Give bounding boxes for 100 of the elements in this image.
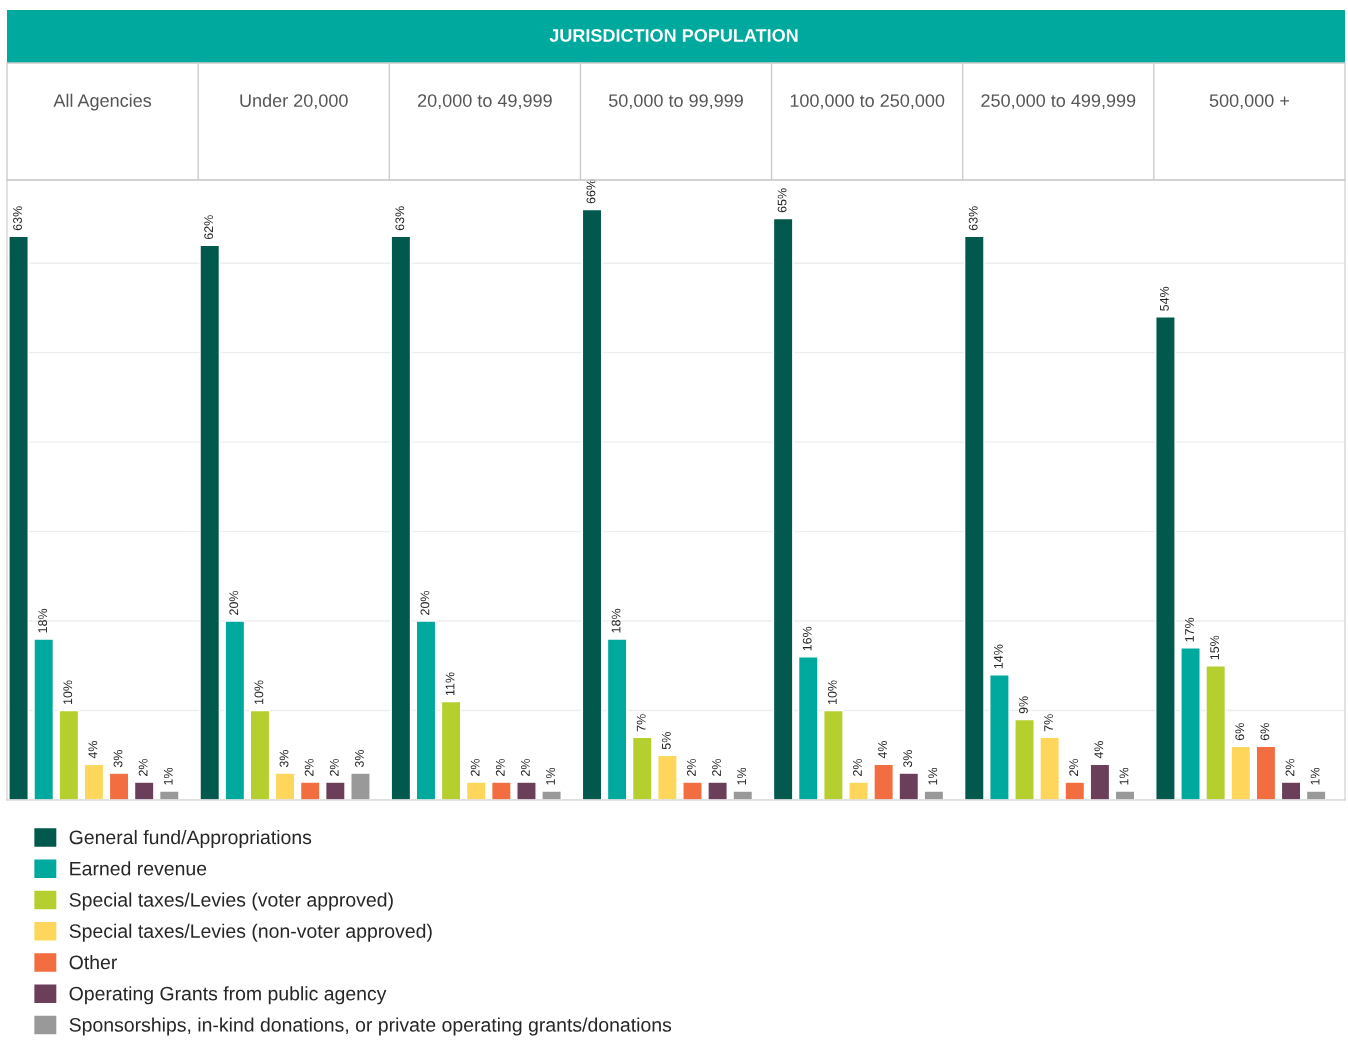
data-label: 2% xyxy=(329,758,339,776)
bar xyxy=(158,790,180,800)
bar xyxy=(299,781,321,800)
x-tick-label: 250,000 to 499,999 xyxy=(981,94,1136,110)
bar xyxy=(772,217,794,800)
data-label: 9% xyxy=(1019,696,1028,714)
bar xyxy=(1155,316,1176,800)
bar xyxy=(33,638,55,800)
bar xyxy=(732,790,754,800)
data-label: 1% xyxy=(928,767,938,785)
chart-title: JURISDICTION POPULATION xyxy=(549,29,798,42)
bar xyxy=(1305,790,1327,800)
data-label: 1% xyxy=(1119,767,1129,785)
data-label: 2% xyxy=(138,758,148,776)
data-label: 1% xyxy=(1310,767,1320,785)
data-label: 11% xyxy=(445,672,455,696)
data-label: 2% xyxy=(853,758,862,776)
data-label: 63% xyxy=(13,206,22,231)
bar xyxy=(108,772,130,800)
legend-label: Earned revenue xyxy=(70,861,207,876)
x-tick-label: All Agencies xyxy=(53,93,152,111)
data-label: 7% xyxy=(636,714,646,732)
bar xyxy=(1280,781,1302,800)
data-label: 10% xyxy=(254,680,264,705)
data-label: 18% xyxy=(38,608,48,633)
x-tick-label: Under 20,000 xyxy=(240,93,348,110)
data-label: 10% xyxy=(63,680,73,705)
bar xyxy=(490,781,512,800)
legend-label: Special taxes/Levies (non-voter approved) xyxy=(69,923,432,942)
legend-label: Sponsorships, in-kind donations, or private operating grants/donations xyxy=(69,1017,672,1036)
bar xyxy=(1205,665,1227,800)
legend-label: Other xyxy=(69,954,117,970)
bar xyxy=(133,781,155,800)
legend-label: Special taxes/Levies (voter approved) xyxy=(69,892,393,911)
bar xyxy=(631,736,653,800)
bar xyxy=(1039,736,1061,800)
data-label: 63% xyxy=(395,206,405,231)
legend-label: Operating Grants from public agency xyxy=(69,986,387,1005)
data-label: 6% xyxy=(1235,723,1245,741)
bar xyxy=(873,763,895,800)
data-label: 20% xyxy=(420,590,430,615)
bar xyxy=(1089,763,1111,800)
bar xyxy=(415,620,437,800)
bar xyxy=(199,244,221,800)
data-label: 65% xyxy=(777,188,787,213)
bar xyxy=(1114,790,1136,800)
data-label: 4% xyxy=(878,741,887,759)
data-label: 3% xyxy=(354,749,364,768)
bar xyxy=(963,235,985,800)
data-label: 17% xyxy=(1185,617,1194,642)
bar xyxy=(1230,745,1252,800)
data-label: 2% xyxy=(495,758,505,776)
legend-label: General fund/Appropriations xyxy=(69,829,312,849)
data-label: 2% xyxy=(520,758,530,776)
bar xyxy=(390,235,412,800)
data-label: 5% xyxy=(661,732,671,750)
bar xyxy=(1255,745,1277,800)
data-label: 3% xyxy=(903,749,913,768)
bar xyxy=(249,709,271,800)
bar xyxy=(606,638,628,800)
data-label: 1% xyxy=(163,767,173,785)
data-label: 4% xyxy=(88,741,98,759)
bar xyxy=(224,620,246,800)
x-tick-label: 20,000 to 49,999 xyxy=(418,94,552,110)
bar xyxy=(898,772,920,800)
bar xyxy=(465,781,487,800)
data-label: 2% xyxy=(470,758,480,776)
bar xyxy=(581,208,603,800)
data-label: 2% xyxy=(687,758,696,776)
bar xyxy=(58,709,80,800)
data-label: 66% xyxy=(586,179,596,204)
bar xyxy=(657,754,678,800)
data-label: 20% xyxy=(229,590,239,615)
bar xyxy=(350,772,371,800)
data-label: 3% xyxy=(279,749,289,768)
data-label: 18% xyxy=(611,608,621,633)
data-label: 63% xyxy=(968,206,978,231)
data-label: 7% xyxy=(1044,714,1053,732)
data-label: 62% xyxy=(204,215,214,240)
bar xyxy=(1064,781,1086,800)
data-label: 2% xyxy=(1069,758,1079,776)
data-label: 1% xyxy=(546,767,555,785)
data-label: 2% xyxy=(304,758,314,776)
x-tick-label: 500,000 + xyxy=(1209,94,1289,110)
bar xyxy=(682,781,703,800)
x-tick-label: 50,000 to 99,999 xyxy=(608,94,743,110)
data-label: 14% xyxy=(993,644,1003,669)
bar xyxy=(274,772,296,800)
x-tick-label: 100,000 to 250,000 xyxy=(790,94,945,110)
data-label: 2% xyxy=(712,758,721,776)
data-label: 15% xyxy=(1210,635,1220,660)
bar xyxy=(797,656,819,800)
bar xyxy=(440,700,462,800)
bar xyxy=(707,781,728,800)
data-label: 16% xyxy=(802,626,812,651)
bar xyxy=(989,674,1010,800)
data-label: 6% xyxy=(1260,723,1270,741)
bar xyxy=(848,781,869,800)
bar xyxy=(8,235,29,800)
data-label: 1% xyxy=(737,767,747,785)
